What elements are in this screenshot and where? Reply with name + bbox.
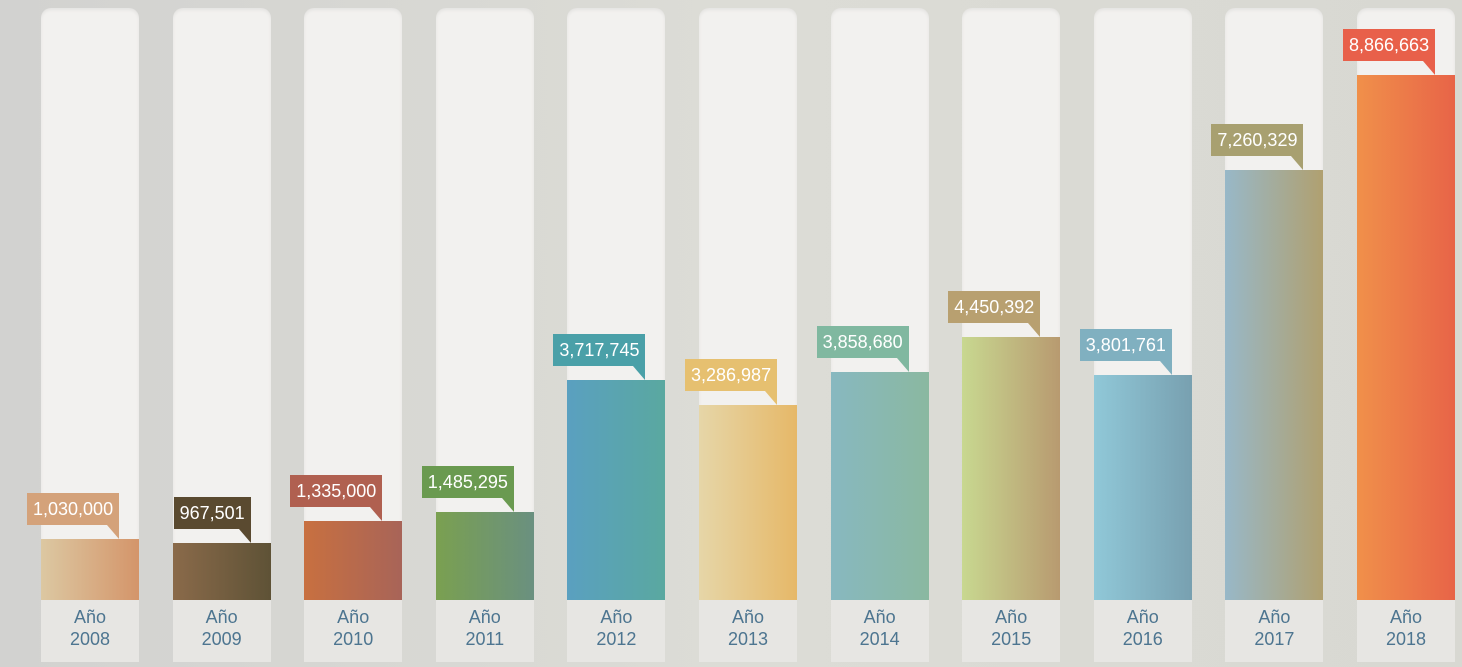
label-pointer (1159, 360, 1172, 375)
bar (435, 512, 534, 600)
label-pointer (633, 365, 646, 380)
x-tick-label: Año 2018 (1385, 607, 1427, 649)
x-tick-label: Año 2014 (859, 607, 900, 649)
category-box (1225, 592, 1324, 662)
value-label: 1,030,000 (27, 493, 120, 526)
x-tick-label: Año 2012 (596, 607, 637, 649)
value-label: 8,866,663 (1343, 29, 1436, 62)
value-label: 3,717,745 (553, 333, 646, 366)
bar (1093, 374, 1192, 600)
label-pointer (1028, 322, 1041, 337)
label-pointer (107, 525, 119, 540)
bar (1225, 170, 1324, 600)
value-label: 3,286,987 (685, 359, 778, 392)
label-pointer (370, 506, 383, 521)
x-tick-label: Año 2011 (465, 607, 505, 649)
x-tick-label: Año 2010 (333, 607, 374, 649)
column-track (304, 8, 403, 600)
x-tick-label: Año 2016 (1122, 607, 1163, 649)
bar (830, 371, 929, 600)
value-label: 967,501 (173, 496, 251, 529)
value-label: 1,335,000 (290, 474, 383, 507)
bar (304, 520, 403, 600)
x-tick-label: Año 2017 (1254, 607, 1295, 649)
x-tick-label: Año 2009 (201, 607, 242, 649)
category-box (830, 592, 929, 662)
label-pointer (501, 498, 514, 513)
bar (1357, 75, 1455, 600)
label-pointer (896, 357, 909, 372)
category-box (304, 592, 403, 662)
category-box (567, 592, 666, 662)
x-tick-label: Año 2015 (991, 607, 1032, 649)
bar (699, 405, 797, 600)
category-box (41, 592, 139, 662)
value-label: 4,450,392 (948, 290, 1041, 323)
bar (172, 542, 271, 600)
value-label: 3,801,761 (1079, 328, 1172, 361)
bar (567, 379, 666, 600)
bar (962, 336, 1061, 600)
label-pointer (765, 391, 777, 406)
value-label: 3,858,680 (816, 325, 909, 358)
column-track (435, 8, 534, 600)
value-label: 1,485,295 (421, 466, 514, 499)
value-label: 7,260,329 (1211, 124, 1304, 157)
bar (41, 539, 139, 600)
x-tick-label: Año 2008 (69, 607, 111, 649)
label-pointer (1423, 61, 1435, 76)
label-pointer (1291, 156, 1304, 171)
category-box (1357, 592, 1455, 662)
label-pointer (238, 528, 251, 543)
x-tick-label: Año 2013 (727, 607, 769, 649)
